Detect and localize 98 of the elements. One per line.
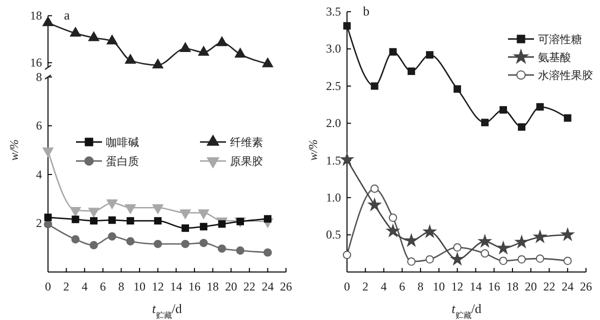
- y-tick-label: 18: [30, 8, 42, 23]
- x-tick-label: 24: [562, 280, 574, 294]
- x-tick-label: 18: [206, 280, 219, 294]
- x-tick-label: 10: [432, 280, 445, 294]
- y-tick-label: 1.5: [326, 153, 341, 168]
- x-tick-label: 12: [152, 280, 164, 294]
- point: [368, 198, 381, 211]
- legend-label: 氨基酸: [538, 51, 571, 64]
- x-axis-title: t$_{贮藏}$/d: [452, 301, 482, 320]
- x-tick-label: 20: [524, 280, 537, 294]
- legend-label: 咖啡碱: [106, 136, 139, 149]
- point: [180, 42, 191, 52]
- y-tick-label: 6: [36, 118, 42, 133]
- legend-label: 可溶性糖: [538, 33, 582, 46]
- point: [454, 85, 462, 93]
- legend-label: 原果胶: [230, 155, 263, 168]
- point: [481, 118, 489, 126]
- y-tick-label: 8: [36, 70, 42, 84]
- point: [370, 82, 378, 90]
- y-tick-label: 2.5: [326, 78, 341, 93]
- point: [478, 234, 492, 247]
- point: [518, 123, 526, 131]
- point: [106, 34, 118, 44]
- point: [426, 51, 434, 59]
- x-tick-label: 10: [134, 280, 146, 294]
- x-tick-label: 22: [543, 280, 556, 294]
- x-tick-label: 14: [470, 280, 482, 294]
- x-axis-title: t$_{贮藏}$/d: [152, 301, 182, 320]
- point: [340, 153, 354, 166]
- x-tick-label: 4: [82, 280, 88, 294]
- y-axis-title: w/%: [306, 139, 320, 161]
- chart-title: a: [64, 8, 70, 23]
- point: [216, 36, 228, 46]
- point: [407, 257, 416, 266]
- point: [42, 16, 54, 26]
- point: [453, 243, 462, 252]
- y-tick-label: 2: [36, 216, 42, 230]
- x-tick-label: 16: [188, 280, 200, 294]
- chart-title: b: [363, 4, 370, 19]
- point: [500, 106, 508, 114]
- x-tick-label: 4: [380, 280, 387, 294]
- x-tick-label: 18: [506, 280, 518, 294]
- point: [389, 48, 397, 56]
- x-tick-label: 2: [362, 280, 368, 294]
- x-tick-label: 24: [262, 280, 274, 294]
- point: [405, 234, 418, 246]
- legend-label: 蛋白质: [106, 155, 139, 168]
- point: [343, 22, 351, 30]
- point: [564, 114, 572, 122]
- y-tick-label: 3.0: [326, 42, 341, 56]
- x-tick-label: 16: [488, 280, 500, 294]
- point: [515, 236, 528, 248]
- point: [536, 103, 544, 111]
- point: [480, 249, 490, 258]
- y-axis-title: w/%: [7, 139, 21, 161]
- point: [152, 58, 164, 68]
- point: [563, 256, 572, 265]
- x-tick-label: 12: [451, 280, 464, 294]
- point: [88, 32, 100, 42]
- point: [534, 230, 546, 242]
- x-tick-label: 20: [225, 280, 238, 294]
- y-tick-label: 0.5: [326, 228, 341, 242]
- x-tick-label: 0: [344, 280, 350, 294]
- x-tick-label: 8: [418, 280, 424, 294]
- x-tick-label: 26: [280, 280, 292, 294]
- x-tick-label: 26: [580, 280, 592, 294]
- point: [70, 27, 81, 37]
- legend-label: 纤维素: [230, 136, 263, 149]
- x-tick-label: 6: [399, 280, 406, 294]
- y-tick-label: 1.0: [326, 190, 341, 204]
- point: [386, 224, 400, 237]
- point: [124, 54, 136, 64]
- point: [342, 250, 352, 260]
- y-tick-label: 3.5: [326, 4, 341, 19]
- point: [234, 48, 246, 58]
- point: [561, 228, 574, 240]
- point: [388, 214, 398, 222]
- x-tick-label: 0: [45, 280, 51, 294]
- x-tick-label: 22: [243, 280, 256, 294]
- x-tick-label: 14: [170, 280, 182, 294]
- point: [536, 254, 544, 263]
- point: [198, 46, 210, 56]
- y-tick-label: 4: [36, 167, 42, 182]
- point: [426, 255, 434, 264]
- x-tick-label: 6: [100, 280, 106, 294]
- legend-label: 水溶性果胶: [538, 69, 593, 82]
- x-tick-label: 8: [118, 280, 124, 294]
- point: [496, 242, 510, 254]
- y-tick-label: 2.0: [326, 116, 341, 130]
- point: [423, 225, 436, 238]
- point: [450, 252, 464, 265]
- point: [370, 184, 379, 193]
- point: [262, 58, 274, 68]
- point: [518, 255, 526, 264]
- y-tick-label: 16: [30, 56, 42, 70]
- point: [499, 256, 508, 265]
- x-tick-label: 2: [63, 280, 70, 294]
- point: [408, 67, 416, 75]
